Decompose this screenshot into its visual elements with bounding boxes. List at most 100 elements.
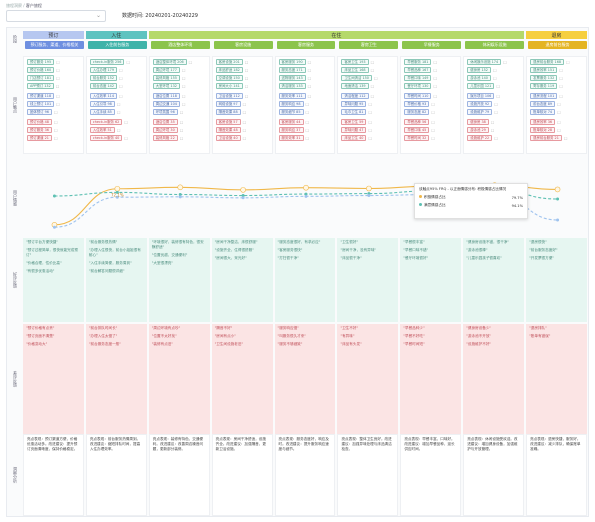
touchpoint-tag[interactable]: 网络设施 97 ☐ <box>215 101 269 107</box>
touchpoint-tag[interactable]: 早餐时间 110 ☐ <box>404 93 457 99</box>
touchpoint-tag[interactable]: 前台服务 152 ☐ <box>89 75 143 81</box>
touchpoint-tag[interactable]: 设施开放 92 ☐ <box>467 101 520 107</box>
tag-select-icon[interactable]: ☐ <box>56 75 60 81</box>
tag-select-icon[interactable]: ☐ <box>53 127 58 133</box>
touchpoint-tag[interactable]: 客房卫生 59 ☐ <box>341 119 394 125</box>
tag-select-icon[interactable]: ☐ <box>494 101 498 107</box>
step-label[interactable]: 客房服务 <box>276 41 336 49</box>
tag-select-icon[interactable]: ☐ <box>179 109 184 115</box>
tag-select-icon[interactable]: ☐ <box>124 119 128 125</box>
touchpoint-tag[interactable]: 酒店位置 35 ☐ <box>152 119 206 125</box>
touchpoint-tag[interactable]: 预订价格 160 ☐ <box>27 67 80 73</box>
touchpoint-tag[interactable]: 客房设施 57 ☐ <box>215 119 269 125</box>
tag-select-icon[interactable]: ☐ <box>242 119 247 125</box>
tag-select-icon[interactable]: ☐ <box>116 101 121 107</box>
tag-select-icon[interactable]: ☐ <box>307 75 312 81</box>
tag-select-icon[interactable]: ☐ <box>242 127 247 133</box>
touchpoint-tag[interactable]: 服务细节 85 ☐ <box>278 109 332 115</box>
tag-select-icon[interactable]: ☐ <box>557 127 561 133</box>
touchpoint-tag[interactable]: 装修风格 22 ☐ <box>152 135 206 141</box>
touchpoint-tag[interactable]: 退房效率 36 ☐ <box>530 119 583 125</box>
tag-select-icon[interactable]: ☐ <box>559 93 563 99</box>
emotion-point[interactable] <box>241 196 245 200</box>
touchpoint-tag[interactable]: 预订服务 195 ☐ <box>27 59 80 65</box>
touchpoint-tag[interactable]: 周边环境 177 ☐ <box>152 67 206 73</box>
emotion-point[interactable] <box>367 194 371 198</box>
tag-select-icon[interactable]: ☐ <box>492 75 497 81</box>
step-label[interactable]: 客房设施 <box>213 41 273 49</box>
touchpoint-tag[interactable]: 儿童乐园 121 ☐ <box>467 83 520 89</box>
touchpoint-tag[interactable]: 周边交通 104 ☐ <box>152 101 206 107</box>
tag-select-icon[interactable]: ☐ <box>431 101 435 107</box>
touchpoint-tag[interactable]: 早餐口味 45 ☐ <box>404 127 457 133</box>
touchpoint-tag[interactable]: 清洁服务 133 ☐ <box>278 83 332 89</box>
tag-select-icon[interactable]: ☐ <box>119 75 123 81</box>
touchpoint-tag[interactable]: 早餐品种 167 ☐ <box>404 67 457 73</box>
tag-select-icon[interactable]: ☐ <box>53 135 58 141</box>
tag-select-icon[interactable]: ☐ <box>494 135 498 141</box>
touchpoint-tag[interactable]: 装修风格 155 ☐ <box>152 75 206 81</box>
tag-select-icon[interactable]: ☐ <box>368 135 372 141</box>
touchpoint-tag[interactable]: 服务态度 171 ☐ <box>278 67 332 73</box>
tag-select-icon[interactable]: ☐ <box>181 67 186 73</box>
tag-select-icon[interactable]: ☐ <box>433 75 438 81</box>
tag-select-icon[interactable]: ☐ <box>557 109 561 115</box>
touchpoint-tag[interactable]: 周边环境 30 ☐ <box>152 127 206 133</box>
step-label[interactable]: 休闲娱乐设施 <box>465 41 525 49</box>
tag-select-icon[interactable]: ☐ <box>496 83 500 89</box>
emotion-point[interactable] <box>114 185 121 192</box>
tag-select-icon[interactable]: ☐ <box>244 75 249 81</box>
touchpoint-tag[interactable]: 卫浴设施 112 ☐ <box>215 93 269 99</box>
touchpoint-tag[interactable]: 团体预订 96 ☐ <box>27 109 80 115</box>
tag-select-icon[interactable]: ☐ <box>181 93 186 99</box>
touchpoint-tag[interactable]: 早餐品种 56 ☐ <box>404 119 457 125</box>
touchpoint-tag[interactable]: 前台态度 142 ☐ <box>89 83 143 89</box>
tag-select-icon[interactable]: ☐ <box>566 59 570 65</box>
tag-select-icon[interactable]: ☐ <box>188 59 193 65</box>
breadcrumb-parent[interactable]: 旅程洞察 <box>6 3 22 8</box>
touchpoint-tag[interactable]: 退房流程 101 ☐ <box>530 93 583 99</box>
touchpoint-tag[interactable]: 入住效率 114 ☐ <box>89 93 143 99</box>
tag-select-icon[interactable]: ☐ <box>433 93 438 99</box>
tag-select-icon[interactable]: ☐ <box>559 75 563 81</box>
touchpoint-tag[interactable]: 退房效率 151 ☐ <box>530 67 583 73</box>
tag-select-icon[interactable]: ☐ <box>305 119 310 125</box>
tag-select-icon[interactable]: ☐ <box>56 101 60 107</box>
touchpoint-tag[interactable]: 账单核对 74 ☐ <box>530 109 583 115</box>
tag-select-icon[interactable]: ☐ <box>492 67 497 73</box>
touchpoint-tag[interactable]: 设施维护 79 ☐ <box>467 109 520 115</box>
tag-select-icon[interactable]: ☐ <box>53 109 58 115</box>
touchpoint-tag[interactable]: 预订渠道 118 ☐ <box>27 93 80 99</box>
tag-select-icon[interactable]: ☐ <box>181 101 186 107</box>
tag-select-icon[interactable]: ☐ <box>305 109 310 115</box>
step-label[interactable]: 退房前台服务 <box>528 41 587 49</box>
tag-select-icon[interactable]: ☐ <box>494 109 498 115</box>
tag-select-icon[interactable]: ☐ <box>119 83 123 89</box>
tag-select-icon[interactable]: ☐ <box>433 83 438 89</box>
tag-select-icon[interactable]: ☐ <box>307 67 312 73</box>
tag-select-icon[interactable]: ☐ <box>242 101 247 107</box>
tag-select-icon[interactable]: ☐ <box>119 67 123 73</box>
emotion-point[interactable] <box>556 197 560 201</box>
touchpoint-tag[interactable]: 预订价格 48 ☐ <box>27 119 80 125</box>
touchpoint-tag[interactable]: 卫生间清洁 150 ☐ <box>341 75 394 81</box>
tag-select-icon[interactable]: ☐ <box>368 119 372 125</box>
touchpoint-tag[interactable]: 入住手续 85 ☐ <box>89 109 143 115</box>
touchpoint-tag[interactable]: 预订服务 36 ☐ <box>27 127 80 133</box>
tag-select-icon[interactable]: ☐ <box>56 67 60 73</box>
emotion-point[interactable] <box>366 185 372 192</box>
touchpoint-tag[interactable]: 客房服务 44 ☐ <box>278 119 332 125</box>
touchpoint-tag[interactable]: 空调设施 150 ☐ <box>215 75 269 81</box>
tag-select-icon[interactable]: ☐ <box>124 135 128 141</box>
tag-select-icon[interactable]: ☐ <box>244 83 249 89</box>
tag-select-icon[interactable]: ☐ <box>244 59 249 65</box>
touchpoint-tag[interactable]: 服务响应 37 ☐ <box>278 127 332 133</box>
tag-select-icon[interactable]: ☐ <box>305 101 310 107</box>
tag-select-icon[interactable]: ☐ <box>557 101 561 107</box>
tag-select-icon[interactable]: ☐ <box>244 67 249 73</box>
touchpoint-tag[interactable]: 线上预订 101 ☐ <box>27 101 80 107</box>
tag-select-icon[interactable]: ☐ <box>181 75 186 81</box>
touchpoint-tag[interactable]: APP预订 132 ☐ <box>27 83 80 89</box>
touchpoint-tag[interactable]: 大堂环境 132 ☐ <box>152 83 206 89</box>
touchpoint-tag[interactable]: 客房设施 201 ☐ <box>215 59 269 65</box>
